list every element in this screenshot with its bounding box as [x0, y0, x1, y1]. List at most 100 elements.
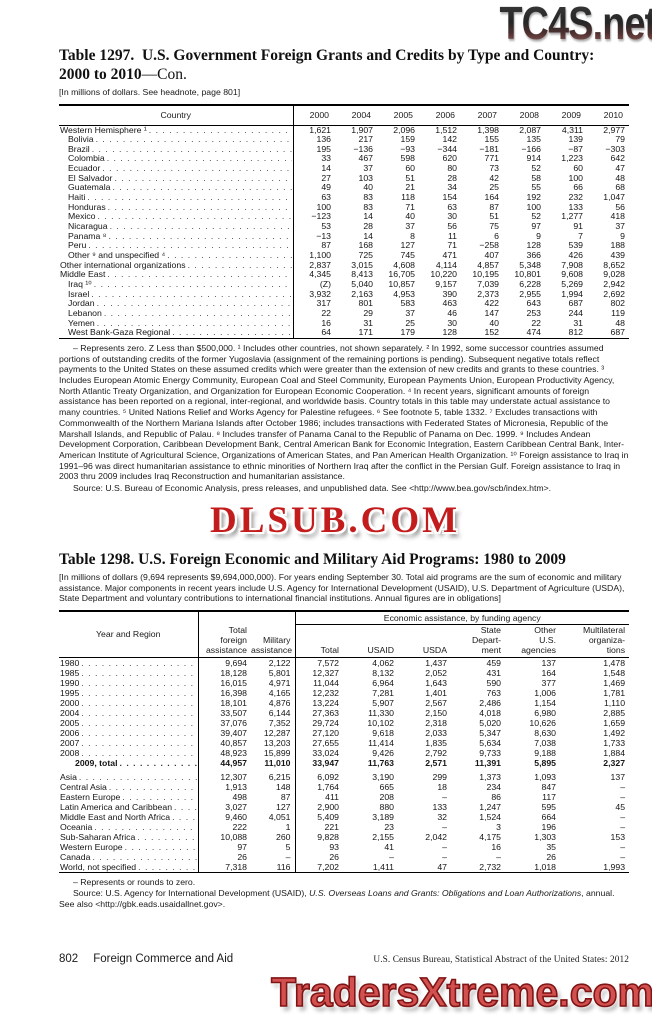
value-cell: 12,232 — [294, 688, 343, 699]
dot-leader — [97, 299, 292, 309]
value-cell: 377 — [541, 678, 557, 689]
value-cell: 1,373 — [479, 772, 501, 783]
value-cell: 12,287 — [263, 728, 291, 739]
value-cell: 137 — [610, 772, 626, 783]
value-cell: 8,413 — [351, 269, 373, 280]
value-cell: 8,652 — [603, 259, 625, 270]
value-cell: 116 — [276, 862, 291, 873]
value-cell: 91 — [573, 221, 583, 232]
dot-leader — [81, 688, 196, 698]
value-cell: 725 — [358, 250, 374, 261]
dot-leader — [104, 309, 292, 319]
table-row: El Salvador27 103 51 28 42 58 100 48 — [59, 172, 629, 184]
value-cell: – — [442, 842, 447, 853]
row-label: Lebanon — [59, 309, 293, 319]
table-row: Honduras1008371638710013356 — [59, 201, 629, 213]
dot-leader — [138, 862, 196, 872]
value-cell: 539 — [568, 240, 584, 251]
value-cell: 5,634 — [479, 738, 501, 749]
value-cell: 7,038 — [534, 738, 556, 749]
value-cell: 63 — [292, 192, 335, 203]
value-cell: – — [442, 852, 447, 863]
value-cell: 42 — [489, 172, 499, 183]
value-cell: 847 — [541, 782, 557, 793]
col-header-economic-group: Economic assistance, by funding agency — [294, 610, 630, 626]
table-1297-source: Source: U.S. Bureau of Economic Analysis… — [73, 482, 552, 493]
value-cell: 643 — [526, 298, 542, 309]
value-cell: 10,195 — [472, 269, 499, 280]
value-cell: 31 — [573, 317, 583, 328]
row-label: 2008 — [59, 748, 198, 758]
value-cell: 9,028 — [603, 269, 625, 280]
value-cell: 51 — [489, 211, 499, 222]
value-cell: 117 — [542, 792, 556, 803]
value-cell: 41 — [384, 842, 394, 853]
dot-leader — [81, 668, 196, 678]
value-cell: 33 — [292, 154, 335, 165]
value-cell: 471 — [442, 250, 458, 261]
value-cell: 1,643 — [425, 678, 447, 689]
value-cell: 33,947 — [294, 758, 343, 769]
table-row: Nicaragua53 28 37 56 75 97 91 37 — [59, 221, 629, 232]
value-cell: 48 — [615, 317, 625, 328]
value-cell: 56 — [447, 221, 457, 232]
value-cell: 2,096 — [393, 124, 415, 135]
value-cell: 10,220 — [430, 269, 457, 280]
dot-leader — [107, 154, 292, 164]
value-cell: 73 — [489, 163, 499, 174]
value-cell: 171 — [358, 327, 374, 338]
value-cell: 1,303 — [534, 832, 556, 843]
value-cell: 687 — [568, 298, 584, 309]
value-cell: 1,621 — [292, 125, 335, 136]
value-cell: 5,801 — [268, 668, 291, 679]
value-cell: 1,884 — [603, 748, 626, 759]
value-cell: 80 — [447, 163, 457, 174]
value-cell: 6,144 — [268, 708, 291, 719]
value-cell: 71 — [405, 201, 415, 212]
value-cell: 9 — [620, 230, 625, 241]
value-cell: 46 — [447, 307, 457, 318]
table-row: Bolivia136 217 159 142 155 135 139 79 — [59, 134, 629, 145]
table-row: Western Europe97 593 41 – 16 35 – — [59, 842, 629, 853]
col-header-2010: 2010 — [587, 104, 629, 126]
value-cell: 48,923 — [197, 748, 251, 759]
value-cell: 1,659 — [603, 718, 626, 729]
value-cell: 71 — [447, 240, 457, 251]
value-cell: 10,088 — [197, 832, 251, 843]
value-cell: 2,732 — [479, 862, 501, 873]
value-cell: 39,407 — [197, 728, 251, 739]
dot-leader — [114, 174, 291, 184]
dot-leader — [81, 708, 196, 718]
value-cell: 6 — [494, 230, 499, 241]
value-cell: 87 — [489, 201, 499, 212]
value-cell: 7,318 — [197, 862, 251, 873]
value-cell: – — [496, 852, 501, 863]
value-cell: 53 — [292, 221, 335, 232]
dot-leader — [108, 232, 291, 242]
value-cell: 100 — [526, 201, 542, 212]
value-cell: 914 — [526, 153, 542, 164]
value-cell: 148 — [276, 782, 291, 793]
value-cell: 168 — [358, 240, 374, 251]
value-cell: 31 — [363, 317, 373, 328]
value-cell: 2,042 — [425, 832, 447, 843]
value-cell: 5,895 — [534, 758, 556, 769]
dot-leader — [81, 728, 196, 738]
value-cell: 195 — [292, 144, 335, 155]
value-cell: −123 — [292, 212, 335, 223]
value-cell: 2,692 — [603, 288, 625, 299]
value-cell: 9,694 — [197, 657, 251, 669]
value-cell: 1,006 — [534, 688, 556, 699]
value-cell: – — [442, 822, 447, 833]
table-row: West Bank-Gaza Regional64 171 179 128 152 474… — [59, 327, 629, 339]
value-cell: 55 — [531, 182, 541, 193]
col-header-military: Military assistance — [251, 610, 295, 659]
value-cell: 390 — [442, 288, 458, 299]
value-cell: 18 — [437, 782, 447, 793]
value-cell: 26 — [197, 852, 251, 863]
value-cell: 16,398 — [197, 688, 251, 699]
